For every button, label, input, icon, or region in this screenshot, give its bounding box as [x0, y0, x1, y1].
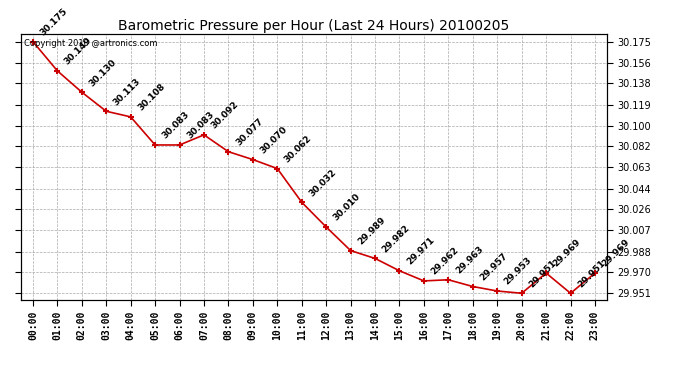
Text: 29.951: 29.951 — [576, 258, 607, 289]
Text: 30.070: 30.070 — [259, 125, 289, 155]
Text: 29.957: 29.957 — [478, 251, 509, 282]
Text: 30.062: 30.062 — [283, 134, 313, 164]
Text: 30.010: 30.010 — [332, 192, 362, 223]
Text: 29.962: 29.962 — [429, 246, 460, 277]
Text: 30.113: 30.113 — [112, 76, 143, 107]
Text: 29.971: 29.971 — [405, 236, 436, 267]
Text: 30.092: 30.092 — [210, 100, 240, 131]
Text: 29.963: 29.963 — [454, 244, 485, 276]
Text: 29.953: 29.953 — [503, 256, 534, 287]
Text: 29.969: 29.969 — [552, 238, 583, 269]
Text: 30.175: 30.175 — [39, 7, 69, 38]
Text: 29.951: 29.951 — [527, 258, 558, 289]
Text: 30.108: 30.108 — [136, 82, 167, 113]
Text: 30.083: 30.083 — [161, 110, 191, 141]
Text: 29.989: 29.989 — [356, 215, 387, 246]
Text: 30.130: 30.130 — [88, 57, 118, 88]
Text: 29.982: 29.982 — [381, 223, 412, 254]
Text: 30.077: 30.077 — [234, 117, 265, 147]
Text: 30.149: 30.149 — [63, 36, 94, 67]
Text: 29.969: 29.969 — [600, 238, 631, 269]
Text: 30.032: 30.032 — [307, 167, 338, 198]
Text: Copyright 2010 @artronics.com: Copyright 2010 @artronics.com — [23, 39, 157, 48]
Text: 30.083: 30.083 — [185, 110, 216, 141]
Title: Barometric Pressure per Hour (Last 24 Hours) 20100205: Barometric Pressure per Hour (Last 24 Ho… — [118, 19, 510, 33]
